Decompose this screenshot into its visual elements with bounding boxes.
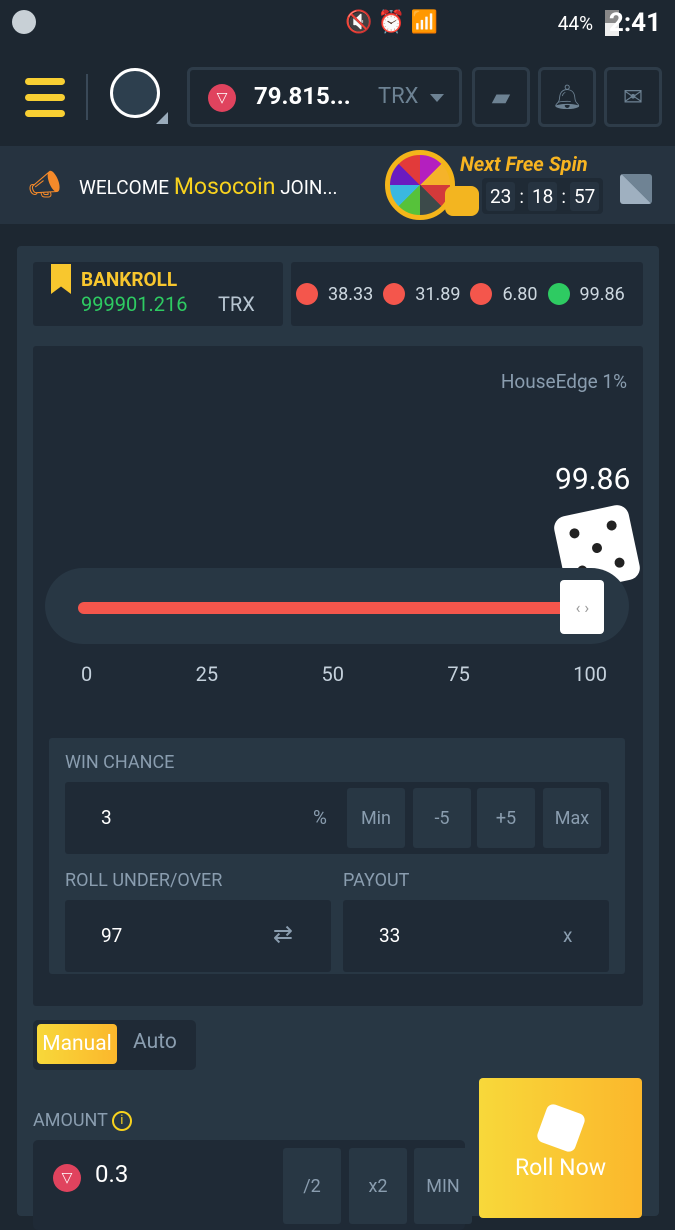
history-item: 99.86 <box>547 283 625 305</box>
dice-icon <box>535 1102 587 1154</box>
avatar-corner-icon <box>156 112 168 124</box>
history-item: 38.33 <box>296 283 373 305</box>
history-value: 6.80 <box>502 283 538 305</box>
swap-icon[interactable]: ⇄ <box>273 920 294 948</box>
result-dot <box>296 283 318 305</box>
amount-field[interactable]: ▽ 0.3 /2 x2 MIN <box>33 1140 472 1230</box>
tron-icon: ▽ <box>208 84 236 112</box>
welcome-suffix: JOIN... <box>280 176 338 199</box>
roll-now-label: Roll Now <box>515 1154 606 1181</box>
welcome-text[interactable]: WELCOME Mosocoin JOIN... <box>79 173 338 200</box>
currency-label: TRX <box>378 84 419 109</box>
payout-value[interactable]: 33 <box>379 924 401 947</box>
bankroll-currency: TRX <box>218 292 255 316</box>
balance-selector[interactable]: ▽ 79.815... TRX <box>187 67 462 127</box>
menu-icon[interactable] <box>25 78 65 126</box>
roll-value: 97 <box>101 924 123 947</box>
win-chance-input[interactable]: 3 <box>101 806 112 829</box>
history-value: 99.86 <box>579 283 625 305</box>
system-icons: 🔇 ⏰ 📶 <box>345 10 439 35</box>
timer-seconds: 57 <box>569 181 600 211</box>
minus-5-button[interactable]: -5 <box>413 788 471 848</box>
amount-label-row: AMOUNT i <box>33 1110 132 1132</box>
notifications-button[interactable]: 🔔︎ <box>538 67 596 127</box>
announcement-banner: 📣︎ WELCOME Mosocoin JOIN... Next Free Sp… <box>0 146 675 224</box>
slider-lose-range <box>78 602 583 614</box>
tick-label: 25 <box>195 662 219 686</box>
wallet-button[interactable]: ▰ <box>472 67 530 127</box>
collapse-banner-icon[interactable] <box>620 174 652 204</box>
divider <box>86 74 88 120</box>
bankroll-amount: 999901.216 <box>81 292 188 316</box>
notification-icon <box>12 10 36 34</box>
welcome-prefix: WELCOME <box>79 176 170 199</box>
half-button[interactable]: /2 <box>283 1148 341 1224</box>
win-chance-label: WIN CHANCE <box>65 752 175 773</box>
tick-label: 75 <box>447 662 470 686</box>
win-chance-field[interactable]: 3 % Min -5 +5 Max <box>65 782 609 854</box>
caret-down-icon <box>430 94 444 102</box>
min-button[interactable]: Min <box>347 788 405 848</box>
dice-game-panel: BANKROLL 999901.216 TRX 38.33 31.89 6.80 99… <box>17 246 659 1230</box>
payout-unit: x <box>563 924 573 947</box>
battery-icon <box>605 10 619 36</box>
tick-label: 0 <box>81 662 93 686</box>
roll-history: 38.33 31.89 6.80 99.86 <box>291 262 643 326</box>
mode-toggle: Manual Auto <box>33 1020 196 1070</box>
roll-now-button[interactable]: Roll Now <box>479 1078 642 1218</box>
amount-input[interactable]: 0.3 <box>95 1160 129 1188</box>
result-dot <box>547 283 570 305</box>
next-free-spin-label: Next Free Spin <box>460 152 588 176</box>
bankroll-box: BANKROLL 999901.216 TRX <box>33 262 283 326</box>
roll-under-over-field[interactable]: 97 ⇄ <box>65 900 331 972</box>
max-button[interactable]: Max <box>543 788 601 848</box>
bankroll-label: BANKROLL <box>81 268 178 291</box>
slider-ticks: 0 25 50 75 100 <box>81 662 607 686</box>
header: ▽ 79.815... TRX ▰ 🔔︎ ✉ <box>0 46 675 146</box>
bookmark-icon <box>51 264 71 294</box>
megaphone-icon: 📣︎ <box>28 170 62 200</box>
history-value: 31.89 <box>415 283 461 305</box>
result-dot <box>470 283 493 305</box>
coins-icon <box>445 186 479 216</box>
dice-board: HouseEdge 1% 99.86 ‹ › 0 25 50 75 100 WI… <box>33 346 643 1006</box>
roll-under-over-label: ROLL UNDER/OVER <box>65 870 223 891</box>
bet-controls: WIN CHANCE 3 % Min -5 +5 Max ROLL UNDER/… <box>49 738 625 974</box>
timer-hours: 23 <box>486 181 516 211</box>
history-value: 38.33 <box>328 283 374 305</box>
timer-minutes: 18 <box>527 181 558 211</box>
battery-level: 44% <box>557 12 593 35</box>
auto-tab[interactable]: Auto <box>133 1030 177 1054</box>
username: Mosocoin <box>173 173 276 200</box>
manual-tab[interactable]: Manual <box>37 1024 117 1064</box>
info-icon[interactable]: i <box>111 1111 132 1132</box>
percent-sign: % <box>313 806 327 829</box>
history-item: 6.80 <box>470 283 538 305</box>
messages-button[interactable]: ✉ <box>604 67 662 127</box>
payout-field[interactable]: 33 x <box>343 900 609 972</box>
history-item: 31.89 <box>383 283 460 305</box>
tick-label: 50 <box>321 662 344 686</box>
tron-icon: ▽ <box>53 1164 81 1192</box>
balance-value: 79.815... <box>254 82 351 110</box>
spin-wheel-icon[interactable] <box>385 150 455 220</box>
wallet-icon: ▰ <box>491 83 511 111</box>
double-button[interactable]: x2 <box>349 1148 407 1224</box>
clock: 2:41 <box>608 8 661 38</box>
status-bar: 🔇 ⏰ 📶 44% 2:41 <box>0 0 675 46</box>
slider-handle[interactable]: ‹ › <box>560 580 605 634</box>
mail-icon: ✉ <box>622 83 644 111</box>
avatar[interactable] <box>110 68 160 118</box>
bell-icon: 🔔︎ <box>551 83 583 111</box>
roll-result: 99.86 <box>555 462 631 497</box>
min-amount-button[interactable]: MIN <box>414 1148 472 1224</box>
tick-label: 100 <box>573 662 607 686</box>
amount-label: AMOUNT <box>33 1110 108 1131</box>
plus-5-button[interactable]: +5 <box>477 788 535 848</box>
result-dot <box>383 283 406 305</box>
spin-timer: 23: 18: 57 <box>482 178 604 214</box>
house-edge: HouseEdge 1% <box>500 370 627 393</box>
payout-label: PAYOUT <box>343 870 410 891</box>
